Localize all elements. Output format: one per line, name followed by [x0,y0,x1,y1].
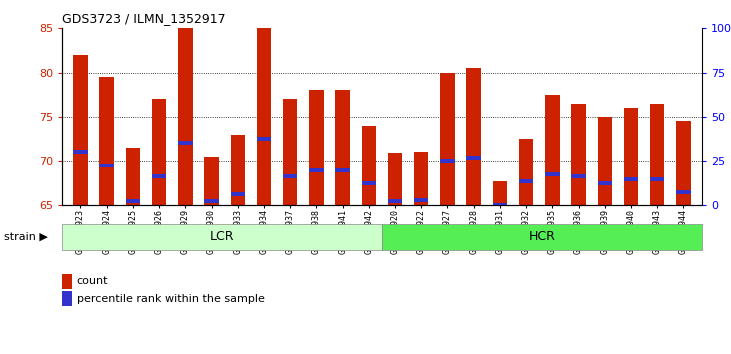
Bar [178,141,192,145]
Text: strain ▶: strain ▶ [4,232,48,242]
Bar [309,90,324,205]
Text: HCR: HCR [529,230,556,243]
Bar [650,177,664,181]
Bar [624,177,638,181]
Bar [178,28,192,205]
Bar [73,150,88,154]
Text: GDS3723 / ILMN_1352917: GDS3723 / ILMN_1352917 [62,12,226,25]
Bar [230,135,245,205]
Bar [414,152,428,205]
Bar [257,137,271,141]
Bar [466,156,481,160]
Bar [362,126,376,205]
Bar [624,108,638,205]
Text: count: count [77,276,108,286]
Bar [152,174,167,178]
Text: percentile rank within the sample: percentile rank within the sample [77,294,265,304]
Bar [73,55,88,205]
Bar [99,164,114,167]
Bar [309,168,324,172]
Bar [152,99,167,205]
Bar [493,181,507,205]
Bar [126,199,140,203]
Bar [650,103,664,205]
Bar [440,73,455,205]
Bar [336,90,350,205]
Bar [545,172,559,176]
Bar [257,28,271,205]
Bar [99,77,114,205]
Bar [676,121,691,205]
Bar [519,178,534,183]
Bar [519,139,534,205]
Bar [205,156,219,205]
Bar [572,103,586,205]
Bar [126,148,140,205]
Bar [493,203,507,207]
Bar [388,153,402,205]
Bar [283,99,298,205]
Bar [597,181,612,185]
Bar [572,174,586,178]
Bar [283,174,298,178]
Bar [466,68,481,205]
Bar [440,159,455,163]
Bar [676,190,691,194]
Bar [414,198,428,202]
Bar [597,117,612,205]
Bar [545,95,559,205]
Bar [388,199,402,203]
Text: LCR: LCR [210,230,235,243]
Bar [205,199,219,203]
Bar [336,168,350,172]
Bar [230,192,245,196]
Bar [362,181,376,185]
